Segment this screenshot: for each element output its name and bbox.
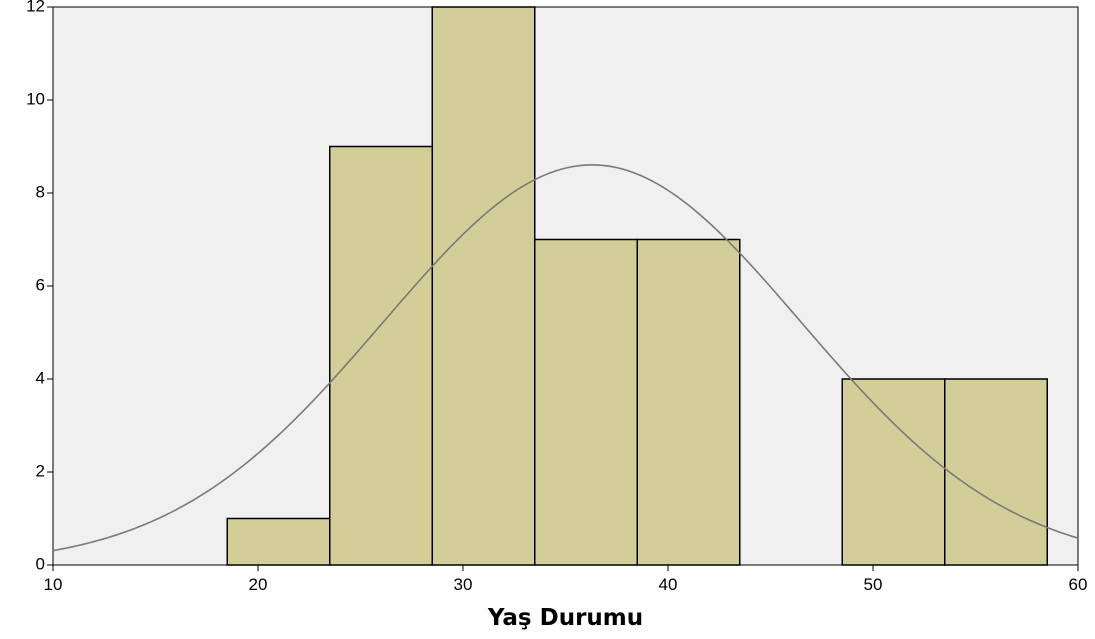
y-tick-label: 8	[36, 182, 45, 201]
histogram-bar-4	[534, 238, 638, 566]
histogram-bar-3	[431, 6, 536, 566]
x-tick-label: 50	[864, 575, 883, 594]
x-axis-title: Yaş Durumu	[487, 605, 643, 631]
y-tick-label: 6	[36, 275, 45, 294]
y-tick-label: 0	[36, 554, 45, 573]
x-tick-label: 60	[1069, 575, 1088, 594]
x-tick-label: 30	[454, 575, 473, 594]
x-tick-label: 40	[659, 575, 678, 594]
y-tick-label: 2	[36, 461, 45, 480]
x-tick-label: 20	[249, 575, 268, 594]
y-tick-label: 4	[36, 368, 45, 387]
histogram-bar-1	[226, 517, 331, 566]
y-tick-label: 10	[26, 89, 45, 108]
histogram-bar-5	[636, 238, 741, 566]
histogram-bar-8	[944, 378, 1048, 566]
histogram-bar-2	[329, 145, 433, 566]
y-tick-label: 12	[26, 0, 45, 15]
axes-group: 0 2 4 6 8 10 12 10 20 30 40 50 60	[26, 0, 1087, 594]
histogram-bar-7	[841, 378, 946, 566]
bars-group	[226, 6, 1048, 566]
x-tick-label: 10	[44, 575, 63, 594]
normal-curve	[52, 164, 1079, 552]
